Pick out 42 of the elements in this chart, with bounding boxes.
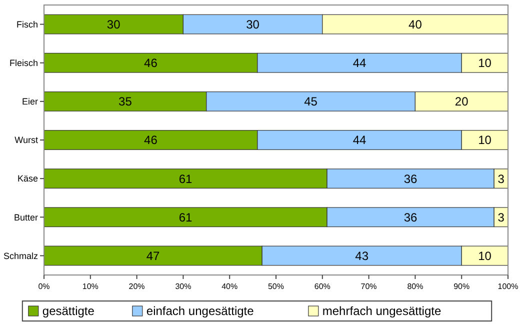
x-tick-label: 40% bbox=[222, 282, 238, 291]
x-tick-label: 90% bbox=[454, 282, 470, 291]
data-label: 44 bbox=[352, 56, 367, 70]
legend-label: gesättigte bbox=[42, 304, 95, 318]
data-label: 30 bbox=[246, 17, 260, 32]
y-tick-label: Eier bbox=[22, 96, 38, 107]
data-label: 3 bbox=[498, 172, 505, 186]
x-tick-label: 50% bbox=[268, 282, 284, 291]
y-tick-label: Butter bbox=[14, 212, 38, 222]
x-tick-label: 30% bbox=[175, 282, 192, 291]
data-label: 36 bbox=[404, 210, 418, 224]
data-label: 47 bbox=[146, 248, 160, 263]
y-tick-label: Käse bbox=[17, 174, 38, 184]
data-label: 10 bbox=[478, 248, 492, 263]
data-label: 46 bbox=[144, 56, 158, 70]
x-tick-label: 10% bbox=[82, 282, 98, 291]
data-label: 10 bbox=[478, 133, 492, 148]
data-label: 44 bbox=[352, 133, 367, 148]
y-tick-label: Fisch bbox=[16, 19, 38, 30]
data-label: 20 bbox=[454, 94, 469, 109]
y-tick-label: Wurst bbox=[14, 135, 38, 146]
data-label: 43 bbox=[355, 248, 369, 263]
legend-label: mehrfach ungesättigte bbox=[322, 304, 442, 318]
x-tick-label: 60% bbox=[314, 282, 330, 291]
data-label: 30 bbox=[106, 17, 121, 32]
x-tick-label: 100% bbox=[498, 282, 518, 291]
data-label: 45 bbox=[304, 94, 318, 109]
x-tick-label: 80% bbox=[407, 282, 424, 291]
y-tick-label: Schmalz bbox=[3, 250, 38, 261]
x-tick-label: 70% bbox=[360, 282, 377, 291]
data-label: 61 bbox=[178, 210, 193, 224]
data-label: 40 bbox=[408, 17, 422, 32]
legend-label: einfach ungesättigte bbox=[146, 304, 254, 318]
data-label: 35 bbox=[118, 94, 132, 109]
data-label: 46 bbox=[144, 133, 158, 148]
x-tick-label: 0% bbox=[38, 282, 50, 291]
y-tick-label: Fleisch bbox=[9, 58, 38, 68]
data-label: 36 bbox=[404, 172, 418, 186]
data-label: 3 bbox=[498, 210, 505, 224]
data-label: 10 bbox=[478, 56, 492, 70]
data-label: 61 bbox=[178, 172, 193, 186]
x-tick-label: 20% bbox=[128, 282, 145, 291]
